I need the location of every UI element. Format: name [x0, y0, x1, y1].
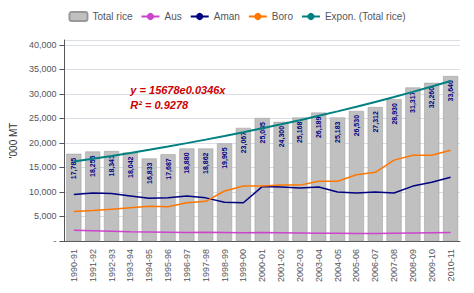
- svg-text:18,255: 18,255: [89, 155, 97, 177]
- svg-text:1991-92: 1991-92: [88, 249, 98, 282]
- svg-text:33,640: 33,640: [447, 80, 455, 102]
- svg-text:Boro: Boro: [272, 11, 294, 22]
- svg-text:25,085: 25,085: [259, 122, 267, 144]
- svg-text:2009-10: 2009-10: [427, 249, 437, 282]
- svg-text:2003-04: 2003-04: [314, 249, 324, 282]
- svg-text:18,862: 18,862: [202, 152, 210, 174]
- svg-text:2008-09: 2008-09: [408, 249, 418, 282]
- svg-text:24,300: 24,300: [278, 126, 286, 148]
- svg-text:30,000: 30,000: [29, 89, 57, 99]
- svg-text:1998-99: 1998-99: [220, 249, 230, 282]
- svg-text:25,000: 25,000: [29, 113, 57, 123]
- svg-text:28,930: 28,930: [391, 103, 399, 125]
- svg-text:25,168: 25,168: [296, 122, 304, 144]
- svg-text:2002-03: 2002-03: [295, 249, 305, 282]
- svg-text:26,189: 26,189: [315, 117, 323, 139]
- svg-text:2007-08: 2007-08: [389, 249, 399, 282]
- svg-text:20,000: 20,000: [29, 138, 57, 148]
- svg-text:1995-96: 1995-96: [163, 249, 173, 282]
- svg-text:26,530: 26,530: [353, 115, 361, 137]
- svg-text:'000 MT: '000 MT: [8, 123, 19, 159]
- svg-text:1990-91: 1990-91: [69, 249, 79, 282]
- svg-text:32,260: 32,260: [428, 87, 436, 109]
- svg-text:17,687: 17,687: [165, 158, 173, 180]
- svg-text:2001-02: 2001-02: [276, 249, 286, 282]
- svg-text:40,000: 40,000: [29, 40, 57, 50]
- svg-text:2005-06: 2005-06: [351, 249, 361, 282]
- svg-text:1994-95: 1994-95: [144, 249, 154, 282]
- svg-text:Aman: Aman: [214, 11, 240, 22]
- svg-text:R² = 0.9278: R² = 0.9278: [130, 99, 189, 111]
- svg-text:2000-01: 2000-01: [257, 249, 267, 282]
- svg-text:1999-00: 1999-00: [238, 249, 248, 282]
- svg-text:18,880: 18,880: [183, 152, 191, 174]
- svg-text:2010-11: 2010-11: [446, 249, 456, 281]
- svg-text:2004-05: 2004-05: [333, 249, 343, 282]
- svg-text:35,000: 35,000: [29, 64, 57, 74]
- svg-text:1993-94: 1993-94: [125, 249, 135, 282]
- svg-text:Aus: Aus: [164, 11, 181, 22]
- svg-text:31,317: 31,317: [409, 91, 417, 113]
- svg-text:2006-07: 2006-07: [370, 249, 380, 282]
- svg-text:1996-97: 1996-97: [182, 249, 192, 282]
- svg-text:25,183: 25,183: [334, 121, 342, 143]
- svg-text:5,000: 5,000: [34, 211, 57, 221]
- svg-text:-: -: [53, 236, 56, 246]
- svg-text:y = 15678e0.0346x: y = 15678e0.0346x: [129, 84, 226, 96]
- svg-text:18,042: 18,042: [127, 156, 135, 178]
- svg-text:Total rice: Total rice: [92, 11, 132, 22]
- svg-text:10,000: 10,000: [29, 187, 57, 197]
- svg-text:23,067: 23,067: [240, 132, 248, 154]
- svg-text:17,785: 17,785: [70, 157, 78, 180]
- svg-text:Expon. (Total rice): Expon. (Total rice): [325, 11, 406, 22]
- svg-text:27,312: 27,312: [372, 111, 380, 133]
- svg-text:18,341: 18,341: [108, 155, 116, 177]
- svg-text:1992-93: 1992-93: [107, 249, 117, 282]
- svg-text:16,833: 16,833: [146, 162, 154, 184]
- svg-text:1997-98: 1997-98: [201, 249, 211, 282]
- svg-text:19,905: 19,905: [221, 147, 229, 169]
- svg-text:15,000: 15,000: [29, 162, 57, 172]
